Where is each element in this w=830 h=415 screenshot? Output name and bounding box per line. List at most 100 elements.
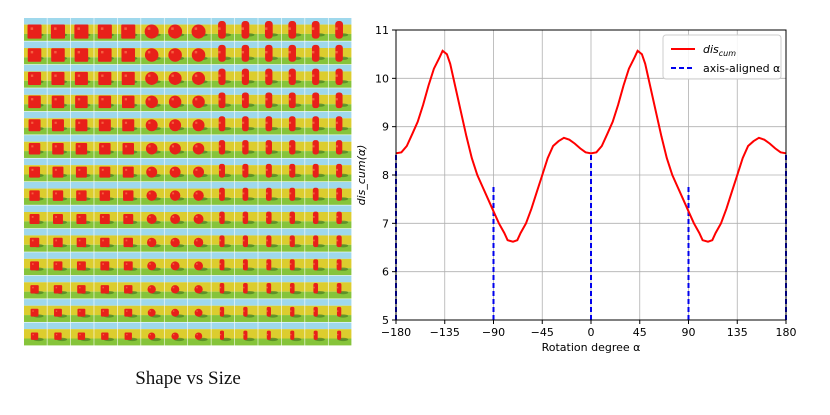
grid-thumbnail — [94, 88, 118, 112]
grid-thumbnail — [94, 158, 118, 182]
grid-thumbnail — [94, 64, 118, 88]
grid-thumbnail — [281, 205, 305, 229]
x-axis-ticks: −180 −135 −90 −45 0 45 90 135 180 — [381, 320, 797, 339]
grid-thumbnail — [281, 18, 305, 41]
grid-thumbnail — [24, 64, 47, 88]
y-tick-label: 7 — [382, 217, 389, 230]
grid-thumbnail — [47, 41, 71, 65]
x-tick-label: −180 — [381, 326, 411, 339]
grid-thumbnail — [305, 64, 328, 88]
y-tick-label: 9 — [382, 121, 389, 134]
grid-thumbnail — [234, 205, 258, 229]
grid-thumbnail — [258, 205, 282, 229]
grid-thumbnail — [258, 135, 282, 158]
grid-thumbnail — [94, 299, 118, 322]
y-tick-label: 5 — [382, 314, 389, 327]
grid-thumbnail — [47, 158, 71, 182]
grid-thumbnail — [211, 322, 235, 346]
grid-thumbnail — [117, 322, 141, 346]
legend-label-axis-aligned: axis-aligned α — [703, 62, 780, 75]
grid-thumbnail — [281, 182, 305, 205]
grid-thumbnail — [117, 228, 141, 252]
grid-thumbnail — [305, 228, 328, 252]
grid-thumbnail — [94, 205, 118, 229]
grid-thumbnail — [305, 111, 328, 135]
grid-thumbnail — [258, 322, 282, 346]
grid-thumbnail — [24, 228, 47, 252]
grid-thumbnail — [94, 275, 118, 299]
grid-thumbnail — [141, 322, 164, 346]
grid-thumbnail — [211, 64, 235, 88]
grid-thumbnail — [164, 299, 188, 322]
grid-thumbnail — [70, 64, 94, 88]
grid-thumbnail — [117, 18, 141, 41]
grid-thumbnail — [328, 111, 352, 135]
chart-svg: −180 −135 −90 −45 0 45 90 135 180 5 6 7 8 9 10 11 Rota… — [355, 24, 797, 354]
grid-thumbnail — [117, 252, 141, 276]
rendered-image-grid — [24, 18, 352, 346]
grid-thumbnail — [70, 322, 94, 346]
x-tick-label: −45 — [531, 326, 554, 339]
grid-thumbnail — [258, 64, 282, 88]
grid-thumbnail — [328, 205, 352, 229]
grid-thumbnail — [211, 18, 235, 41]
y-tick-label: 8 — [382, 169, 389, 182]
grid-thumbnail — [24, 205, 47, 229]
grid-thumbnail — [117, 111, 141, 135]
grid-thumbnail — [94, 252, 118, 276]
y-tick-label: 6 — [382, 266, 389, 279]
grid-thumbnail — [70, 135, 94, 158]
grid-thumbnail — [94, 322, 118, 346]
grid-thumbnail — [141, 205, 164, 229]
grid-thumbnail — [47, 111, 71, 135]
grid-thumbnail — [188, 228, 211, 252]
grid-thumbnail — [164, 41, 188, 65]
grid-thumbnail — [117, 299, 141, 322]
grid-thumbnail — [258, 158, 282, 182]
grid-thumbnail — [211, 158, 235, 182]
grid-thumbnail — [211, 228, 235, 252]
grid-thumbnail — [305, 299, 328, 322]
grid-thumbnail — [141, 252, 164, 276]
grid-thumbnail — [258, 111, 282, 135]
grid-thumbnail — [211, 252, 235, 276]
grid-thumbnail — [234, 182, 258, 205]
grid-thumbnail — [24, 18, 47, 41]
grid-thumbnail — [47, 135, 71, 158]
grid-thumbnail — [164, 158, 188, 182]
grid-thumbnail — [188, 299, 211, 322]
grid-thumbnail — [281, 64, 305, 88]
grid-thumbnail — [258, 228, 282, 252]
grid-thumbnail — [164, 88, 188, 112]
grid-thumbnail — [117, 275, 141, 299]
grid-thumbnail — [24, 135, 47, 158]
legend-box — [662, 34, 782, 80]
grid-thumbnail — [188, 158, 211, 182]
grid-thumbnail — [258, 182, 282, 205]
grid-thumbnail — [281, 158, 305, 182]
grid-thumbnail — [328, 299, 352, 322]
grid-thumbnail — [24, 252, 47, 276]
grid-thumbnail — [328, 88, 352, 112]
x-tick-label: 0 — [588, 326, 595, 339]
grid-thumbnail — [117, 88, 141, 112]
grid-thumbnail — [47, 64, 71, 88]
grid-thumbnail — [188, 41, 211, 65]
grid-thumbnail — [164, 135, 188, 158]
grid-thumbnail — [164, 182, 188, 205]
grid-thumbnail — [47, 18, 71, 41]
grid-thumbnail — [70, 228, 94, 252]
grid-thumbnail — [47, 228, 71, 252]
grid-thumbnail — [24, 88, 47, 112]
image-grid-caption: Shape vs Size — [135, 368, 241, 389]
grid-thumbnail — [188, 252, 211, 276]
grid-thumbnail — [24, 322, 47, 346]
grid-thumbnail — [281, 252, 305, 276]
image-grid-svg — [24, 18, 352, 346]
grid-thumbnail — [164, 322, 188, 346]
grid-thumbnail — [305, 205, 328, 229]
grid-thumbnail — [234, 228, 258, 252]
grid-thumbnail — [258, 299, 282, 322]
grid-thumbnail — [47, 322, 71, 346]
